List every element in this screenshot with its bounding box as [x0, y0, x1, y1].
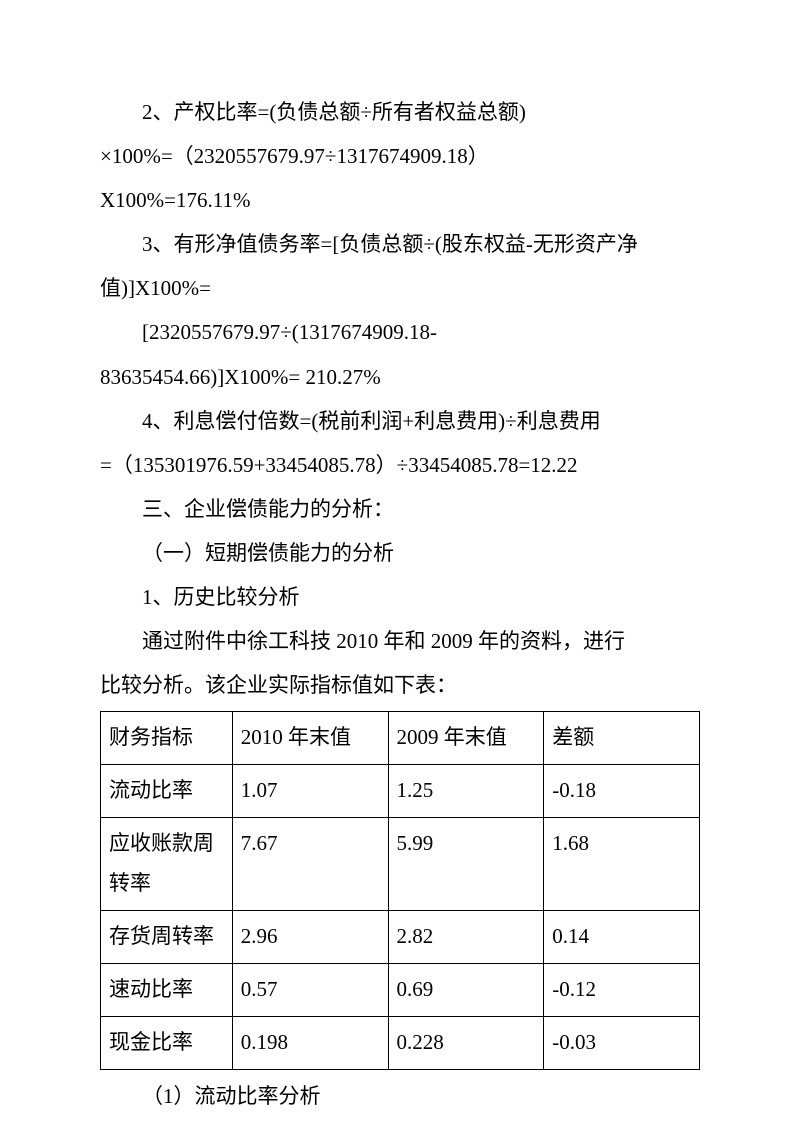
paragraph-intro-1: 通过附件中徐工科技 2010 年和 2009 年的资料，进行	[100, 619, 700, 663]
table-cell: 7.67	[232, 818, 388, 911]
table-cell: 0.69	[388, 963, 544, 1016]
table-cell: -0.18	[544, 765, 700, 818]
table-cell: 流动比率	[101, 765, 233, 818]
paragraph-3-calc1: [2320557679.97÷(1317674909.18-	[100, 310, 700, 354]
table-cell: 存货周转率	[101, 910, 233, 963]
table-row: 速动比率 0.57 0.69 -0.12	[101, 963, 700, 1016]
paragraph-2-calc2: X100%=176.11%	[100, 178, 700, 222]
paragraph-3-cont: 值)]X100%=	[100, 266, 700, 310]
financial-indicators-table: 财务指标 2010 年末值 2009 年末值 差额 流动比率 1.07 1.25…	[100, 711, 700, 1069]
paragraph-subsection-1: （一）短期偿债能力的分析	[100, 531, 700, 575]
table-cell: -0.12	[544, 963, 700, 1016]
table-header-2009: 2009 年末值	[388, 712, 544, 765]
table-row: 现金比率 0.198 0.228 -0.03	[101, 1016, 700, 1069]
paragraph-3-tangible-debt: 3、有形净值债务率=[负债总额÷(股东权益-无形资产净	[100, 222, 700, 266]
paragraph-4-interest: 4、利息偿付倍数=(税前利润+利息费用)÷利息费用	[100, 399, 700, 443]
table-cell: 1.68	[544, 818, 700, 911]
table-header-diff: 差额	[544, 712, 700, 765]
table-cell: 现金比率	[101, 1016, 233, 1069]
document-content: 2、产权比率=(负债总额÷所有者权益总额) ×100%=（2320557679.…	[100, 90, 700, 1118]
table-cell: 0.14	[544, 910, 700, 963]
table-cell: 0.228	[388, 1016, 544, 1069]
table-cell: 2.96	[232, 910, 388, 963]
table-row: 应收账款周转率 7.67 5.99 1.68	[101, 818, 700, 911]
table-cell: 0.57	[232, 963, 388, 1016]
paragraph-intro-2: 比较分析。该企业实际指标值如下表：	[100, 663, 700, 707]
table-header-2010: 2010 年末值	[232, 712, 388, 765]
table-row: 存货周转率 2.96 2.82 0.14	[101, 910, 700, 963]
table-cell: 5.99	[388, 818, 544, 911]
table-header-row: 财务指标 2010 年末值 2009 年末值 差额	[101, 712, 700, 765]
paragraph-2-equity-ratio: 2、产权比率=(负债总额÷所有者权益总额)	[100, 90, 700, 134]
table-cell: 0.198	[232, 1016, 388, 1069]
paragraph-1-history: 1、历史比较分析	[100, 575, 700, 619]
paragraph-4-calc: =（135301976.59+33454085.78）÷33454085.78=…	[100, 443, 700, 487]
table-header-indicator: 财务指标	[101, 712, 233, 765]
table-cell: 应收账款周转率	[101, 818, 233, 911]
table-cell: 1.07	[232, 765, 388, 818]
table-cell: 速动比率	[101, 963, 233, 1016]
paragraph-3-calc2: 83635454.66)]X100%= 210.27%	[100, 355, 700, 399]
paragraph-2-calc1: ×100%=（2320557679.97÷1317674909.18）	[100, 134, 700, 178]
table-cell: 2.82	[388, 910, 544, 963]
table-cell: 1.25	[388, 765, 544, 818]
table-cell: -0.03	[544, 1016, 700, 1069]
paragraph-section-3: 三、企业偿债能力的分析：	[100, 487, 700, 531]
paragraph-1-current-ratio: （1）流动比率分析	[100, 1074, 700, 1118]
table-row: 流动比率 1.07 1.25 -0.18	[101, 765, 700, 818]
